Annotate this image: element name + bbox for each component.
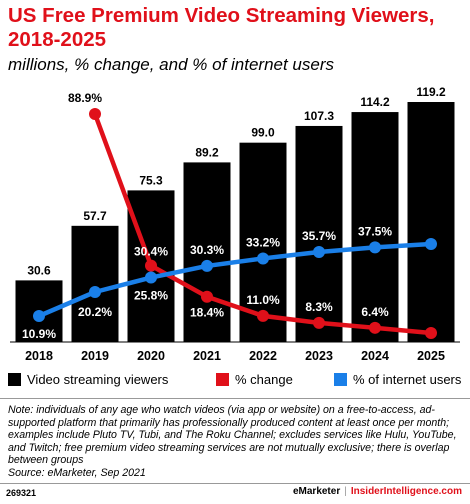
chart-id: 269321 <box>6 488 37 498</box>
label-internet-users-2019: 20.2% <box>78 305 112 319</box>
x-tick-label-2018: 2018 <box>25 349 53 363</box>
footer-divider <box>0 483 470 484</box>
bar-label-2024: 114.2 <box>360 95 390 109</box>
legend-swatch-viewers <box>8 373 21 386</box>
brand-insider-intelligence: InsiderIntelligence.com <box>350 486 462 497</box>
label-internet-users-2018: 10.9% <box>22 327 56 341</box>
footer-brand: eMarketer | InsiderIntelligence.com <box>293 486 462 497</box>
point-internet-users-2025 <box>425 238 437 250</box>
bar-2025 <box>407 102 455 342</box>
line-internet-users <box>36 241 434 319</box>
x-tick-label-2025: 2025 <box>417 349 445 363</box>
label-change-2023: 8.3% <box>305 300 333 314</box>
chart-subtitle: millions, % change, and % of internet us… <box>8 55 335 74</box>
point-internet-users-2020 <box>145 271 157 284</box>
label-internet-users-2021: 30.3% <box>190 243 224 257</box>
note-divider <box>0 398 470 399</box>
footnote-text: Note: individuals of any age who watch v… <box>8 404 457 467</box>
point-internet-users-2023 <box>313 246 325 258</box>
bar-2023 <box>295 125 343 342</box>
label-change-2022: 11.0% <box>246 293 280 307</box>
chart-title: US Free Premium Video Streaming Viewers,… <box>8 4 435 51</box>
bar-label-2019: 57.7 <box>83 209 107 223</box>
point-internet-users-2021 <box>201 259 213 272</box>
point-internet-users-2019 <box>89 286 101 298</box>
brand-separator: | <box>344 486 347 497</box>
label-change-2020: 30.4% <box>134 245 168 259</box>
x-tick-label-2021: 2021 <box>193 349 221 363</box>
point-change-2019 <box>89 108 101 120</box>
bar-label-2021: 89.2 <box>195 145 219 159</box>
point-change-2025 <box>425 327 437 339</box>
label-change-2025: 4.4% <box>417 310 445 324</box>
bar-label-2025: 119.2 <box>416 85 446 99</box>
brand-emarketer: eMarketer <box>292 486 341 497</box>
point-change-2021 <box>201 290 213 303</box>
point-internet-users-2018 <box>33 310 45 322</box>
legend-label-viewers: Video streaming viewers <box>27 372 169 387</box>
legend-label-change: % change <box>235 372 293 387</box>
x-tick-label-2019: 2019 <box>81 349 109 363</box>
legend-item-viewers: Video streaming viewers <box>8 372 168 387</box>
bar-label-2020: 75.3 <box>139 173 163 187</box>
point-internet-users-2022 <box>257 252 269 265</box>
footnote-source: Source: eMarketer, Sep 2021 <box>8 466 146 479</box>
label-internet-users-2024: 37.5% <box>358 224 392 238</box>
point-change-2023 <box>313 316 325 329</box>
bar-label-2023: 107.3 <box>304 109 334 123</box>
x-tick-label-2023: 2023 <box>305 349 333 363</box>
label-internet-users-2023: 35.7% <box>302 229 336 243</box>
legend-label-internet-users: % of internet users <box>353 372 462 387</box>
legend-swatch-internet-users <box>334 373 347 386</box>
bar-label-2018: 30.6 <box>27 263 51 277</box>
label-change-2024: 6.4% <box>361 305 389 319</box>
legend-item-change: % change <box>216 372 293 387</box>
bar-label-2022: 99.0 <box>251 126 275 140</box>
point-internet-users-2024 <box>369 241 381 254</box>
point-change-2024 <box>369 321 381 334</box>
label-internet-users-2020: 25.8% <box>134 289 168 303</box>
x-tick-label-2022: 2022 <box>249 349 277 363</box>
label-internet-users-2025: 38.8% <box>414 221 448 235</box>
bar-2024 <box>351 112 399 343</box>
point-change-2020 <box>145 259 157 272</box>
x-tick-label-2020: 2020 <box>137 349 165 363</box>
bar-2019 <box>71 225 119 342</box>
legend-swatch-change <box>216 373 229 386</box>
label-change-2019: 88.9% <box>68 91 102 105</box>
x-tick-label-2024: 2024 <box>361 349 389 363</box>
footnote: Note: individuals of any age who watch v… <box>8 404 466 480</box>
point-change-2022 <box>257 309 269 322</box>
legend-item-internet-users: % of internet users <box>334 372 461 387</box>
label-change-2021: 18.4% <box>190 306 224 320</box>
legend: Video streaming viewers % change % of in… <box>6 372 466 392</box>
bar-2021 <box>183 162 231 342</box>
label-internet-users-2022: 33.2% <box>246 235 280 249</box>
